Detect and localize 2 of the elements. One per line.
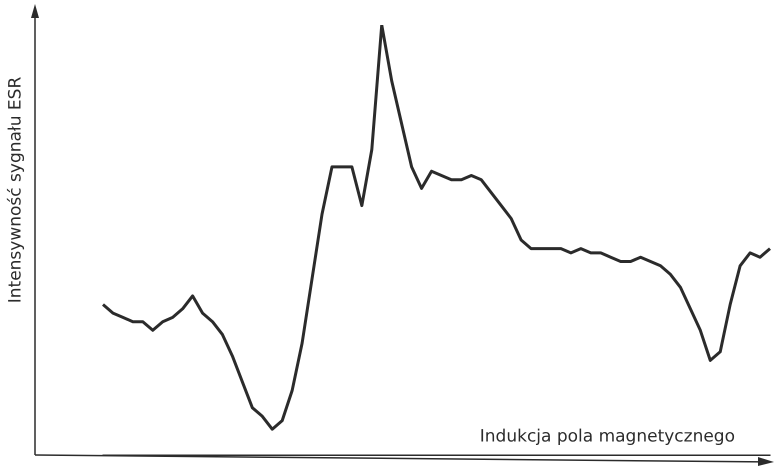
y-axis-title: Intensywność sygnału ESR [5, 76, 26, 304]
x-axis-title: Indukcja pola magnetycznego [480, 426, 735, 446]
